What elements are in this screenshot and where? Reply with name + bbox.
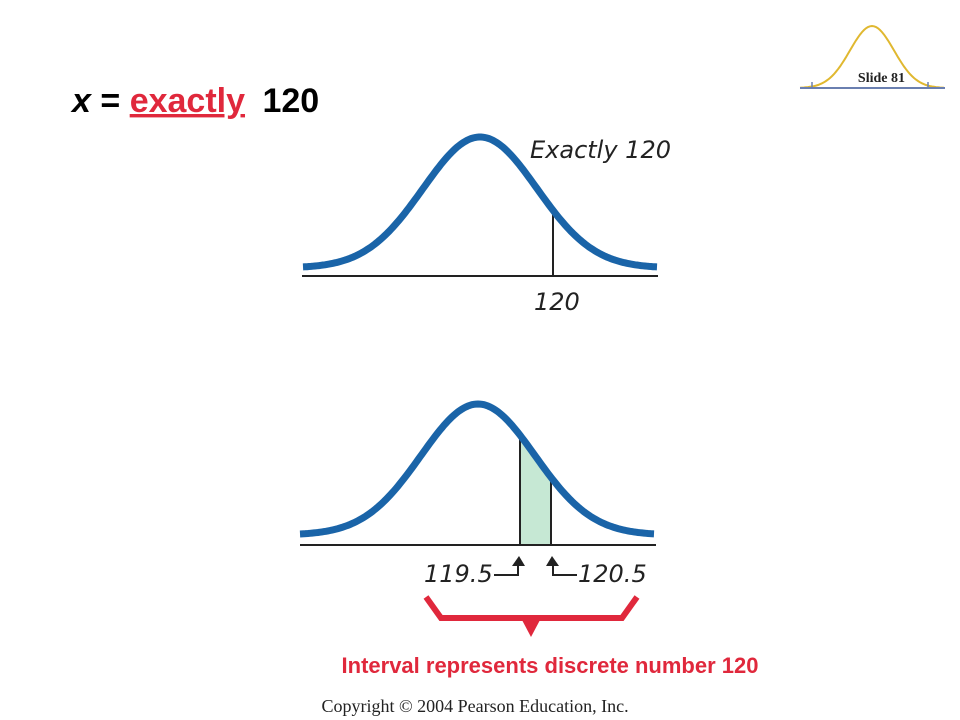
tick-label: 120: [534, 288, 580, 316]
title-variable: x: [70, 82, 93, 120]
caption: Interval represents discrete number 120: [342, 653, 759, 678]
footer: Copyright © 2004 Pearson Education, Inc.: [321, 696, 628, 716]
arrowhead: [512, 556, 525, 566]
upper-label: 120.5: [578, 560, 647, 588]
arrowhead: [546, 556, 559, 566]
bracket: [423, 595, 640, 621]
lower-label: 119.5: [424, 560, 493, 588]
normal-curve: [299, 400, 655, 538]
curve-label: Exactly 120: [530, 136, 671, 164]
interval-area: [520, 435, 551, 545]
title-value: 120: [262, 82, 319, 120]
bracket-pointer: [522, 620, 540, 637]
title: x = exactly 120: [70, 82, 319, 120]
title-equals: =: [100, 82, 120, 120]
slide-number: Slide 81: [858, 71, 905, 86]
normal-curve: [302, 133, 658, 271]
title-emphasis: exactly: [130, 82, 245, 120]
logo-curve: [799, 24, 945, 89]
